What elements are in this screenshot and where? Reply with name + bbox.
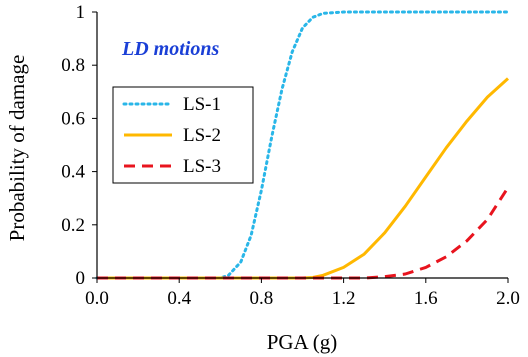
y-tick-label: 0 xyxy=(76,268,86,289)
legend: LS-1 LS-2 LS-3 xyxy=(112,86,254,184)
y-tick-label: 0.2 xyxy=(61,215,85,236)
tick-labels: 0.0 0.4 0.8 1.2 1.6 2.0 0 0.2 0.4 0.6 0.8 1 xyxy=(61,2,520,309)
x-tick-label: 0.4 xyxy=(167,288,191,309)
y-axis-label: Probability of damage xyxy=(5,55,29,242)
chart-annotation: LD motions xyxy=(121,38,219,60)
x-tick-label: 1.2 xyxy=(332,288,356,309)
x-tick-label: 0.0 xyxy=(85,288,109,309)
legend-label-ls-2: LS-2 xyxy=(183,125,221,146)
legend-label-ls-1: LS-1 xyxy=(183,94,221,115)
y-tick-label: 0.8 xyxy=(61,55,85,76)
legend-label-ls-3: LS-3 xyxy=(183,156,221,177)
y-tick-label: 1 xyxy=(76,2,86,23)
x-axis-label: PGA (g) xyxy=(267,330,338,354)
x-tick-label: 0.8 xyxy=(250,288,274,309)
x-tick-label: 2.0 xyxy=(496,288,520,309)
series-line-ls-3 xyxy=(97,186,510,280)
axes xyxy=(92,11,509,283)
y-tick-label: 0.4 xyxy=(61,162,85,183)
x-tick-label: 1.6 xyxy=(414,288,438,309)
y-tick-label: 0.6 xyxy=(61,108,85,129)
